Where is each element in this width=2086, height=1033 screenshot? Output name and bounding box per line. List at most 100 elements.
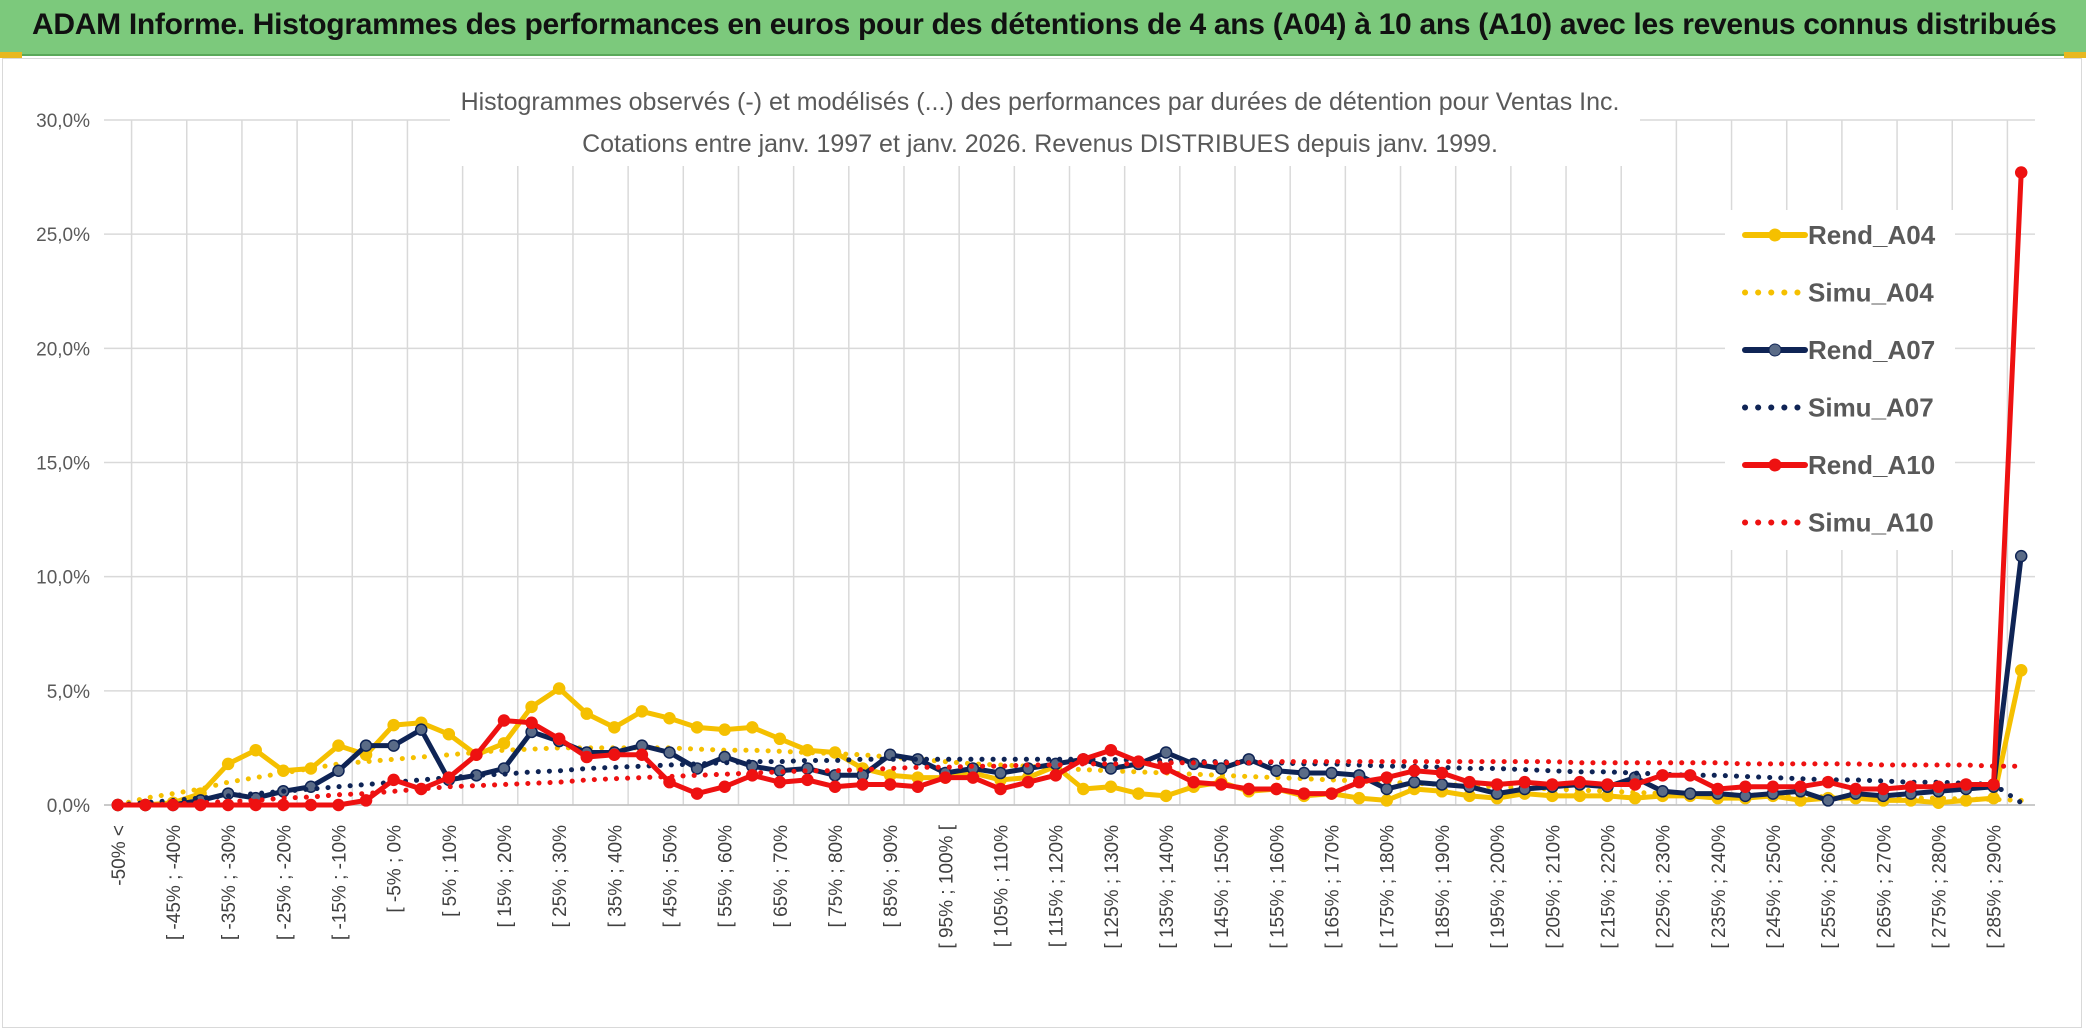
y-tick-label: 25,0%: [36, 225, 90, 246]
series-line-rend-a07: [115, 553, 2024, 808]
data-point: [359, 739, 373, 752]
data-point: [221, 757, 235, 771]
data-point: [1021, 775, 1035, 789]
data-point: [966, 771, 980, 784]
data-point: [1628, 791, 1642, 805]
data-point: [690, 787, 704, 800]
x-tick-label: [ 215% ; 220%: [1598, 825, 1619, 949]
data-point: [1656, 769, 1669, 782]
data-point: [883, 778, 897, 791]
series-line-rend-a04: [115, 667, 2024, 808]
data-point: [1297, 787, 1311, 800]
y-tick-label: 0,0%: [47, 796, 90, 817]
data-point: [718, 723, 731, 736]
data-point: [414, 723, 428, 736]
y-tick-label: 30,0%: [36, 111, 90, 132]
data-point: [1766, 780, 1780, 793]
series-line-rend-a10: [115, 170, 2024, 808]
chart-title-line2: Cotations entre janv. 1997 et janv. 2026…: [582, 130, 1498, 158]
x-tick-label: [ -45% ; -40%: [164, 825, 185, 940]
data-point: [552, 682, 566, 695]
data-point: [1683, 769, 1697, 782]
data-point: [1601, 778, 1614, 791]
data-point: [1435, 766, 1449, 780]
data-point: [1408, 764, 1421, 777]
data-point: [387, 773, 400, 787]
y-tick-label: 15,0%: [36, 454, 90, 475]
x-tick-label: [ 175% ; 180%: [1378, 825, 1399, 949]
x-tick-label: [ 195% ; 200%: [1488, 825, 1509, 949]
data-point: [1077, 782, 1090, 796]
x-tick-label: [ 125% ; 130%: [1102, 825, 1123, 949]
x-tick-label: [ -15% ; -10%: [329, 825, 350, 940]
x-tick-label: [ 185% ; 190%: [1433, 825, 1454, 949]
data-point: [2014, 166, 2028, 179]
data-point: [1435, 778, 1449, 791]
data-point: [773, 732, 787, 746]
x-tick-label: [ 115% ; 120%: [1047, 825, 1068, 947]
data-point: [249, 798, 262, 812]
legend-label: Rend_A04: [1808, 220, 1936, 250]
x-tick-label: [ 15% ; 20%: [495, 825, 516, 928]
series-line-simu-a10: [115, 759, 2024, 808]
corner-accent-right: [2064, 52, 2086, 58]
chart-frame: [2, 58, 2082, 1028]
x-tick-label: [ 275% ; 280%: [1929, 825, 1950, 949]
data-point: [1794, 780, 1807, 793]
data-point: [497, 714, 511, 727]
x-tick-label: [ 45% ; 50%: [661, 825, 682, 928]
legend-label: Simu_A10: [1808, 508, 1934, 538]
y-tick-label: 20,0%: [36, 339, 90, 360]
data-point: [359, 794, 373, 807]
data-point: [1821, 775, 1835, 789]
data-point: [1325, 766, 1338, 780]
x-tick-label: [ 205% ; 210%: [1543, 825, 1564, 949]
data-point: [1518, 775, 1531, 789]
data-point: [249, 743, 262, 757]
data-point: [690, 721, 704, 734]
data-point: [1352, 775, 1366, 789]
y-tick-label: 5,0%: [47, 682, 90, 703]
data-point: [2014, 549, 2028, 563]
data-point: [1132, 787, 1145, 800]
x-tick-label: [ 235% ; 240%: [1709, 825, 1730, 949]
data-point: [828, 780, 842, 793]
data-point: [773, 775, 787, 789]
series-line-simu-a07: [115, 756, 2024, 808]
legend-marker: [1768, 343, 1782, 357]
x-tick-label: [ 135% ; 140%: [1157, 825, 1178, 949]
legend-marker: [1768, 458, 1782, 472]
report-title: ADAM Informe. Histogrammes des performan…: [32, 8, 2057, 41]
x-tick-label: [ 75% ; 80%: [826, 825, 847, 928]
data-point: [1490, 778, 1504, 791]
data-point: [332, 764, 345, 777]
data-series: [111, 166, 2028, 812]
data-point: [552, 732, 566, 746]
legend-label: Rend_A10: [1808, 450, 1935, 480]
x-tick-label: [ 255% ; 260%: [1819, 825, 1840, 949]
data-point: [608, 748, 621, 762]
data-point: [1877, 782, 1890, 796]
data-point: [1380, 771, 1393, 784]
data-point: [2014, 664, 2028, 677]
x-tick-label: [ 225% ; 230%: [1654, 825, 1675, 949]
x-tick-label: [ 105% ; 110%: [992, 825, 1013, 947]
chart-title-background: [450, 80, 1640, 166]
data-point: [497, 737, 511, 750]
data-point: [1904, 780, 1918, 793]
data-point: [442, 771, 456, 784]
x-tick-label: [ 265% ; 270%: [1874, 825, 1895, 949]
data-point: [1214, 762, 1228, 775]
data-point: [1380, 782, 1393, 796]
data-point: [635, 748, 649, 762]
data-point: [277, 798, 290, 812]
data-point: [1214, 778, 1228, 791]
data-point: [1325, 787, 1338, 800]
data-point: [1104, 780, 1118, 793]
data-point: [1821, 794, 1835, 807]
data-point: [718, 780, 731, 793]
data-point: [1463, 775, 1476, 789]
data-point: [580, 750, 593, 764]
x-tick-label: [ 245% ; 250%: [1764, 825, 1785, 949]
legend-label: Simu_A04: [1808, 278, 1934, 308]
